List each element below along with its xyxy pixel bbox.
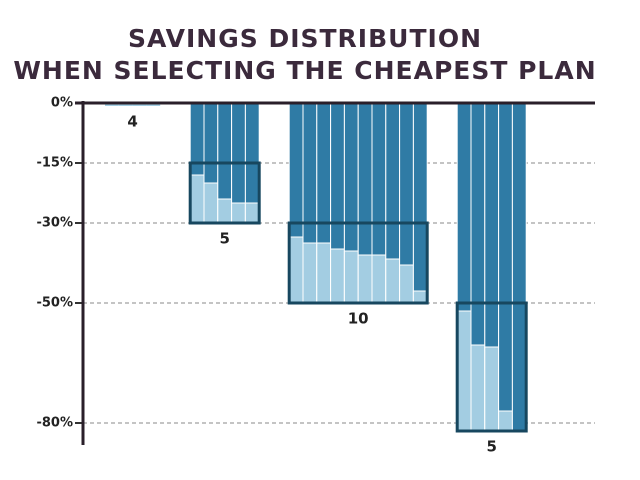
y-tick-label: -30% <box>36 216 73 231</box>
savings-bar <box>385 258 401 304</box>
count-label: 5 <box>486 438 496 456</box>
bar <box>498 102 513 432</box>
savings-bar <box>399 264 414 304</box>
y-tick-label: -15% <box>36 156 73 171</box>
y-tick-label: -80% <box>36 416 73 431</box>
savings-bar <box>330 248 345 304</box>
y-tick-label: 0% <box>51 96 73 111</box>
savings-bar <box>484 346 500 432</box>
savings-bar <box>189 174 205 224</box>
range-box <box>188 161 261 225</box>
range-box <box>455 301 528 433</box>
savings-bar <box>302 242 318 304</box>
savings-bar <box>470 344 486 432</box>
range-box <box>287 221 429 305</box>
savings-bar <box>231 202 246 224</box>
savings-bar <box>203 182 219 224</box>
savings-bar <box>343 250 359 304</box>
count-label: 10 <box>348 310 369 328</box>
savings-bar <box>288 236 304 304</box>
chart-title: SAVINGS DISTRIBUTION <box>128 24 482 53</box>
savings-bar <box>217 198 233 224</box>
count-label: 4 <box>127 113 137 131</box>
y-tick-label: -50% <box>36 296 73 311</box>
chart-title: WHEN SELECTING THE CHEAPEST PLAN <box>13 56 596 85</box>
bar <box>412 102 428 304</box>
savings-bar <box>316 242 332 304</box>
savings-bar <box>498 410 513 432</box>
savings-bar <box>412 290 428 304</box>
bar <box>511 102 527 432</box>
savings-bar <box>244 202 260 224</box>
savings-bar <box>456 310 472 432</box>
savings-bar <box>357 254 373 304</box>
count-label: 5 <box>219 230 229 248</box>
savings-bar <box>371 254 387 304</box>
